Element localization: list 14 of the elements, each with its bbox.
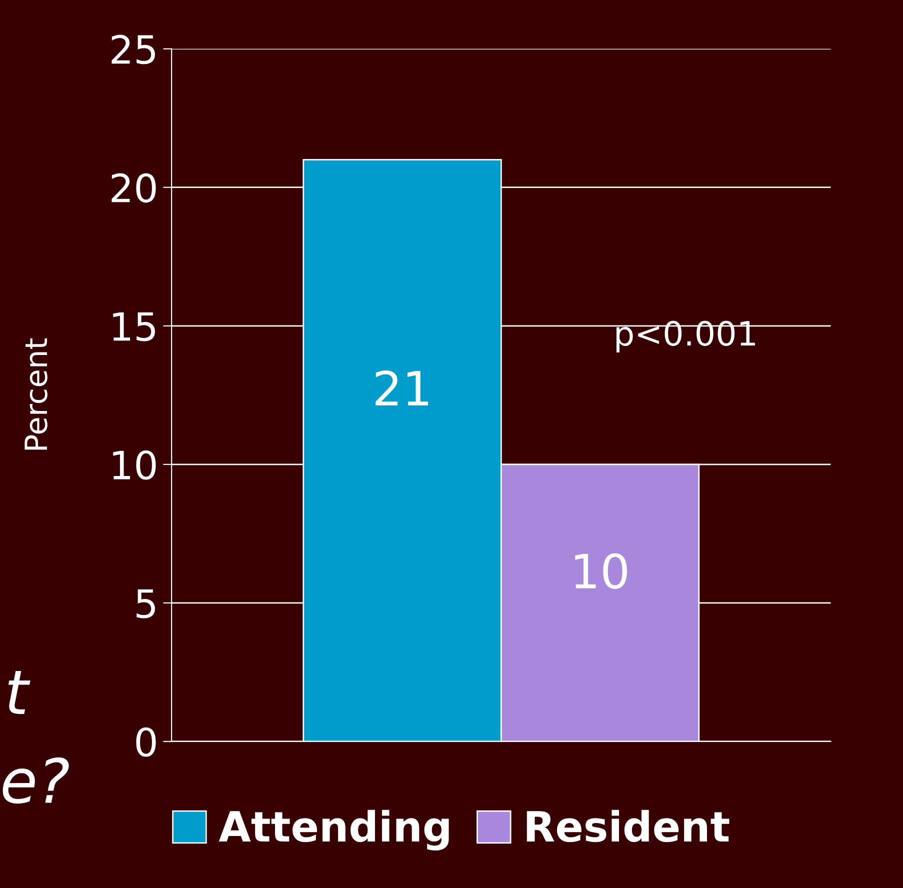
- y-tick-label: 5: [136, 589, 155, 618]
- y-axis-title: Percent: [24, 338, 48, 450]
- legend-label: Resident: [526, 810, 730, 842]
- y-tick-label: 25: [112, 34, 155, 64]
- text: e?: [2, 757, 69, 804]
- y-tick-label: 20: [112, 173, 156, 203]
- legend-label: Attending: [218, 810, 449, 850]
- y-tick-label: 10: [113, 450, 156, 480]
- text: t: [8, 671, 30, 714]
- y-tick-label: 15: [113, 312, 155, 342]
- y-tick-label: 0: [136, 727, 156, 757]
- data-label: 10: [575, 553, 627, 589]
- data-label: 21: [376, 370, 428, 406]
- annotation: p<0.001: [616, 320, 755, 352]
